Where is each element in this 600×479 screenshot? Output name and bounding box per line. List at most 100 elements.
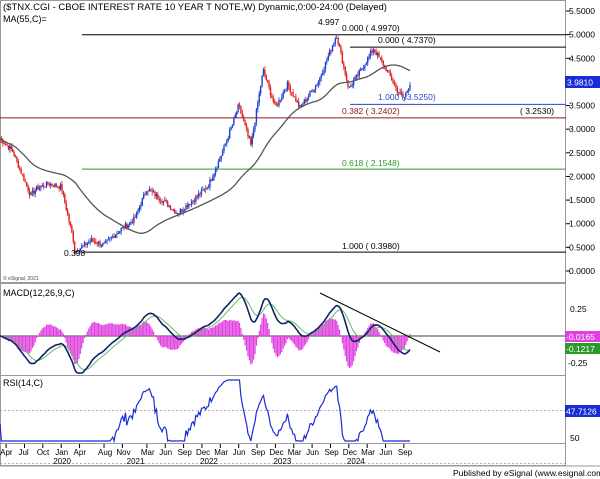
down-candle-body [269,87,272,96]
month-label: Aug [98,448,112,457]
up-candle-body [54,183,56,187]
up-candle-body [97,241,100,244]
rsi-tick-50: 50 [570,433,580,443]
up-candle-body [143,194,145,199]
down-candle-body [76,250,79,252]
up-candle-body [59,184,62,189]
down-candle-body [68,214,70,222]
up-candle-body [348,86,351,88]
up-candle-body [100,245,103,247]
price-tick-label: 2.5000 [569,148,595,158]
up-candle-body [103,242,105,244]
down-candle-body [27,186,29,192]
down-candle-body [268,82,270,88]
month-label: Sep [251,448,266,457]
down-candle-body [390,76,393,81]
up-candle-body [206,187,208,190]
up-candle-body [255,108,258,123]
down-candle-body [169,205,172,210]
up-candle-body [406,90,408,94]
up-candle-body [386,70,389,72]
up-candle-body [231,124,234,128]
up-candle-body [40,186,42,188]
up-candle-body [9,146,11,150]
down-candle-body [295,96,297,102]
macd-line [0,292,411,374]
down-candle-body [274,101,276,104]
down-candle-body [271,95,273,98]
up-candle-body [112,236,114,238]
down-candle-body [388,70,390,72]
up-candle-body [334,38,337,44]
up-candle-body [252,129,255,136]
up-candle-body [200,189,203,195]
year-label: 2020 [53,457,71,466]
down-candle-body [57,186,59,188]
down-candle-body [2,139,4,144]
fib-label-top-a: 0.000 ( 4.9970) [342,23,400,33]
down-candle-body [289,86,291,92]
up-candle-body [50,183,52,186]
last-price-value: 3.9810 [567,78,593,88]
price-tick-label: 3.0000 [569,124,595,134]
down-candle-body [385,65,387,71]
up-candle-body [333,43,335,46]
copyright-label: © eSignal, 2021 [3,275,39,282]
down-candle-body [4,144,7,145]
up-candle-body [283,91,286,93]
ma-label: MA(55,C)= [3,14,47,24]
down-candle-body [96,243,98,244]
macd-label: MACD(12,26,9,C) [3,288,75,298]
down-candle-body [69,221,72,226]
up-candle-body [254,122,256,130]
up-candle-body [409,84,411,89]
up-candle-body [362,68,365,69]
up-candle-body [224,143,227,146]
down-candle-body [378,53,380,57]
up-candle-body [233,117,235,125]
up-candle-body [212,177,214,181]
year-label: 2021 [127,457,145,466]
up-candle-body [327,55,329,60]
up-candle-body [258,93,260,103]
up-candle-body [230,127,232,130]
up-candle-body [140,205,142,208]
month-label: Sep [178,448,193,457]
up-candle-body [202,189,204,191]
down-candle-body [33,190,35,194]
down-candle-body [312,91,314,93]
down-candle-body [181,209,183,212]
down-candle-body [382,60,384,66]
down-candle-body [72,232,74,242]
down-candle-body [393,83,396,85]
down-candle-body [19,167,21,169]
down-candle-body [150,189,152,191]
up-candle-body [102,243,104,246]
up-candle-body [197,193,200,197]
up-candle-body [302,104,304,105]
up-candle-body [369,50,372,56]
down-candle-body [337,38,339,44]
up-candle-body [106,239,108,241]
down-candle-body [95,241,97,244]
macd-value-badge [565,331,600,342]
down-candle-body [375,52,377,56]
down-candle-body [196,196,198,198]
up-candle-body [365,62,368,66]
up-candle-body [164,200,166,202]
macd-trendline [319,292,441,353]
month-label: Mar [361,448,375,457]
month-label: Jun [159,448,172,457]
up-candle-body [45,181,48,187]
down-candle-body [42,185,45,187]
fib-label-blue: 1.000 ( 3.5250) [378,92,436,102]
down-candle-body [288,82,290,87]
up-candle-body [155,193,158,197]
macd-value: -0.0165 [566,332,595,342]
macd-tick-upper: 0.25 [570,304,587,314]
fib-label-green: 0.618 ( 2.1548) [342,158,400,168]
down-candle-body [71,225,73,233]
down-candle-body [20,168,22,174]
up-candle-body [281,97,283,101]
up-candle-body [286,82,289,91]
